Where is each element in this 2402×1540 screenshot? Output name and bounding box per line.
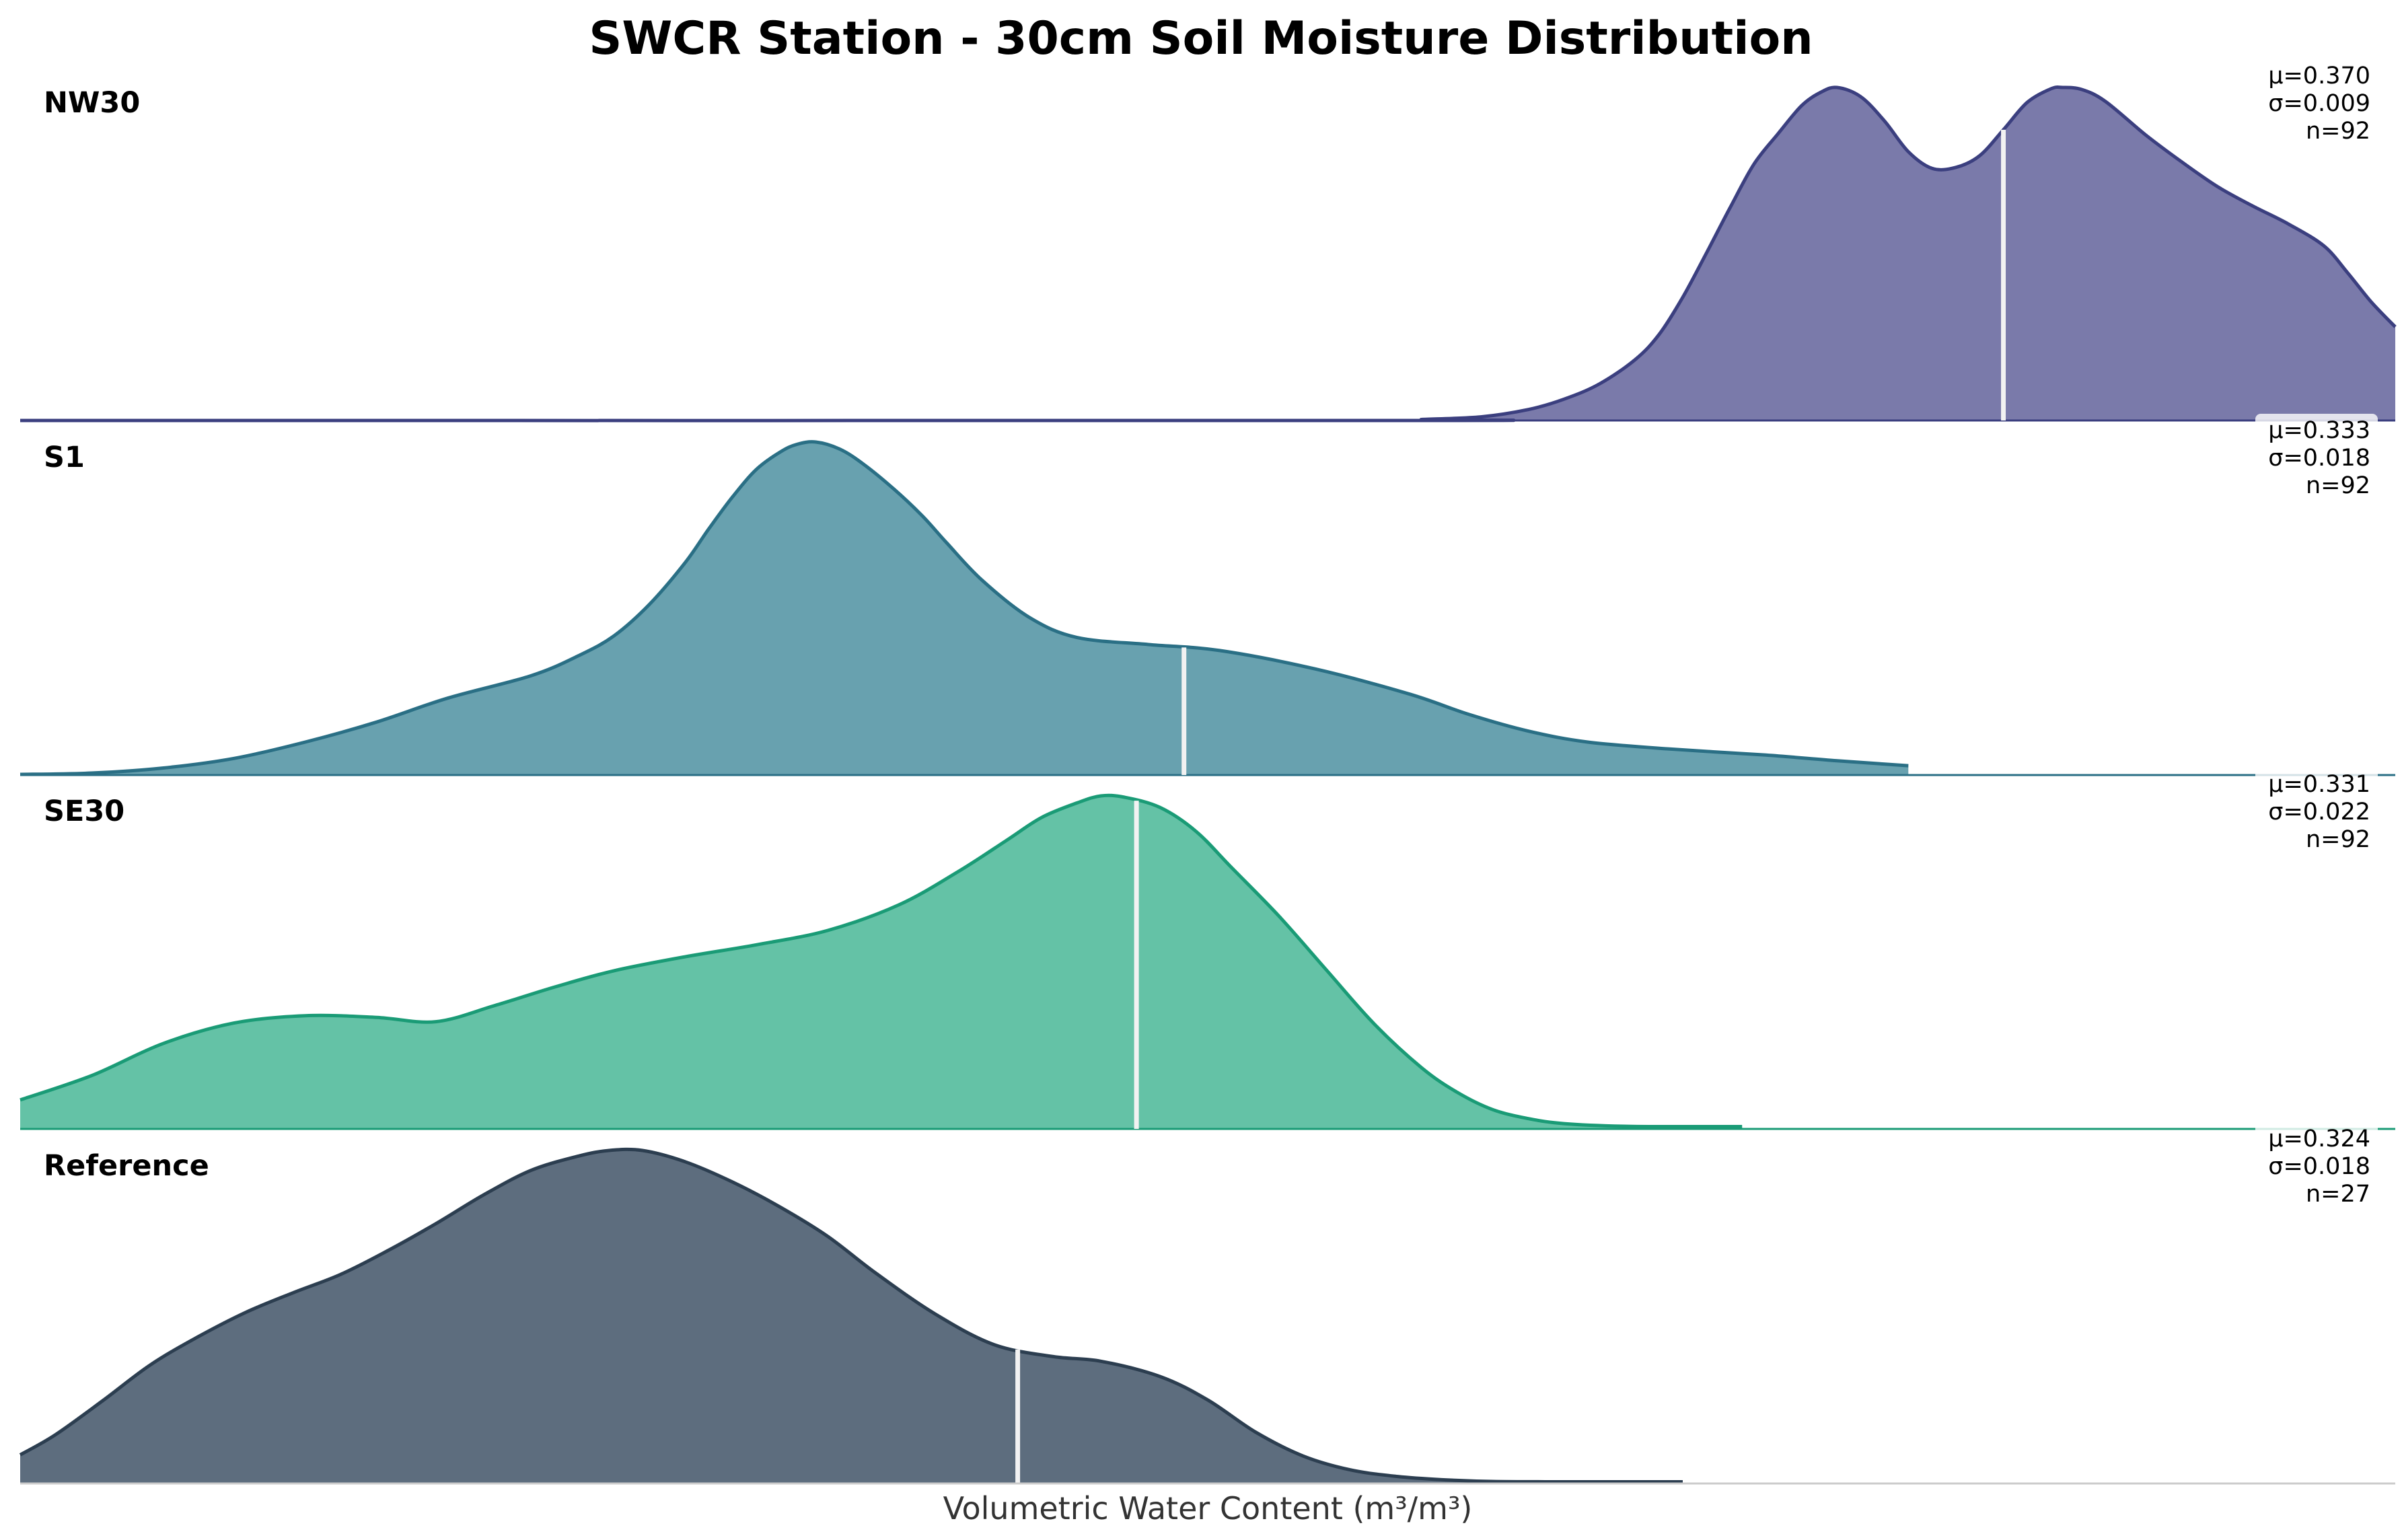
stats-box-nw30 — [2255, 59, 2378, 143]
stats-box-reference — [2255, 1122, 2378, 1206]
stat-std-se30: σ=0.022 — [2268, 799, 2370, 826]
chart-title: SWCR Station - 30cm Soil Moisture Distri… — [589, 12, 1813, 65]
ridge-label-s1: S1 — [44, 441, 85, 474]
ridge-area-se30 — [20, 795, 1743, 1129]
ridge-label-se30: SE30 — [44, 795, 124, 828]
ridge-line-se30 — [20, 793, 1743, 1129]
ridge-area-s1 — [20, 441, 1909, 775]
ridge-line-s1 — [20, 440, 1909, 776]
stat-n-reference: n=27 — [2306, 1181, 2370, 1208]
stat-mean-nw30: μ=0.370 — [2268, 63, 2370, 89]
ridge-area-reference — [20, 1149, 1683, 1483]
stat-n-nw30: n=92 — [2306, 118, 2370, 145]
ridge-label-reference: Reference — [44, 1149, 209, 1183]
ridge-label-nw30: NW30 — [44, 86, 140, 120]
stats-box-se30 — [2255, 768, 2378, 851]
stat-mean-se30: μ=0.331 — [2268, 771, 2370, 798]
ridge-line-reference — [19, 1147, 1683, 1484]
ridges: NW30μ=0.370σ=0.009n=92S1μ=0.333σ=0.018n=… — [19, 59, 2397, 1485]
stat-mean-reference: μ=0.324 — [2268, 1126, 2370, 1152]
stat-std-reference: σ=0.018 — [2268, 1153, 2370, 1180]
stat-n-se30: n=92 — [2306, 826, 2370, 853]
stat-mean-s1: μ=0.333 — [2268, 417, 2370, 444]
ridge-area-nw30 — [20, 87, 2395, 421]
stat-std-s1: σ=0.018 — [2268, 445, 2370, 472]
x-axis-label: Volumetric Water Content (m³/m³) — [943, 1490, 1473, 1527]
stat-n-s1: n=92 — [2306, 472, 2370, 499]
stat-std-nw30: σ=0.009 — [2268, 90, 2370, 117]
stats-box-s1 — [2255, 414, 2378, 497]
